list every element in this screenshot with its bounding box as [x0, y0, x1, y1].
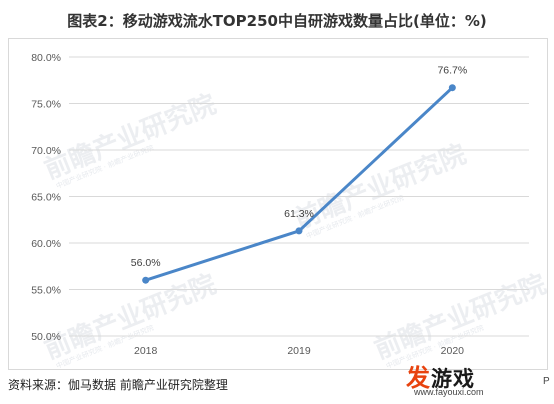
data-point — [142, 276, 150, 284]
y-tick-label: 70.0% — [31, 145, 61, 157]
series-layer: 56.0% 61.3% 76.7% — [131, 65, 467, 284]
logo-url: www.fayouxi.com — [414, 387, 484, 397]
y-tick-label: 60.0% — [31, 238, 61, 250]
data-label: 56.0% — [131, 257, 161, 269]
y-tick-label: 50.0% — [31, 331, 61, 343]
gridlines — [69, 56, 529, 337]
y-axis-ticks: 50.0% 55.0% 60.0% 65.0% 70.0% 75.0% 80.0% — [31, 52, 61, 343]
watermark-text: 前瞻产业研究院 — [40, 269, 220, 366]
site-logo[interactable]: 发游戏 www.fayouxi.com — [406, 358, 526, 402]
data-label: 76.7% — [437, 65, 467, 77]
data-point — [448, 84, 456, 92]
x-tick-label: 2019 — [287, 345, 311, 357]
x-tick-label: 2020 — [441, 345, 465, 357]
x-tick-label: 2018 — [134, 345, 158, 357]
data-label: 61.3% — [284, 208, 314, 220]
source-note: 资料来源：伽马数据 前瞻产业研究院整理 — [8, 378, 228, 392]
y-tick-label: 80.0% — [31, 52, 61, 64]
chart-title: 图表2：移动游戏流水TOP250中自研游戏数量占比(单位：%) — [67, 12, 487, 30]
data-point — [295, 227, 303, 235]
logo-text: 游戏 — [431, 367, 475, 391]
y-tick-label: 55.0% — [31, 285, 61, 297]
edge-text: P — [543, 376, 550, 387]
x-axis-ticks: 2018 2019 2020 — [134, 345, 464, 357]
y-tick-label: 75.0% — [31, 99, 61, 111]
logo-wordmark: 发游戏 — [406, 358, 475, 393]
y-tick-label: 65.0% — [31, 192, 61, 204]
logo-accent-char: 发 — [406, 364, 431, 392]
chart-area: 前瞻产业研究院 中国产业研究院 · 前瞻产业研究院 前瞻产业研究院 中国产业研究院 ·… — [8, 38, 548, 370]
